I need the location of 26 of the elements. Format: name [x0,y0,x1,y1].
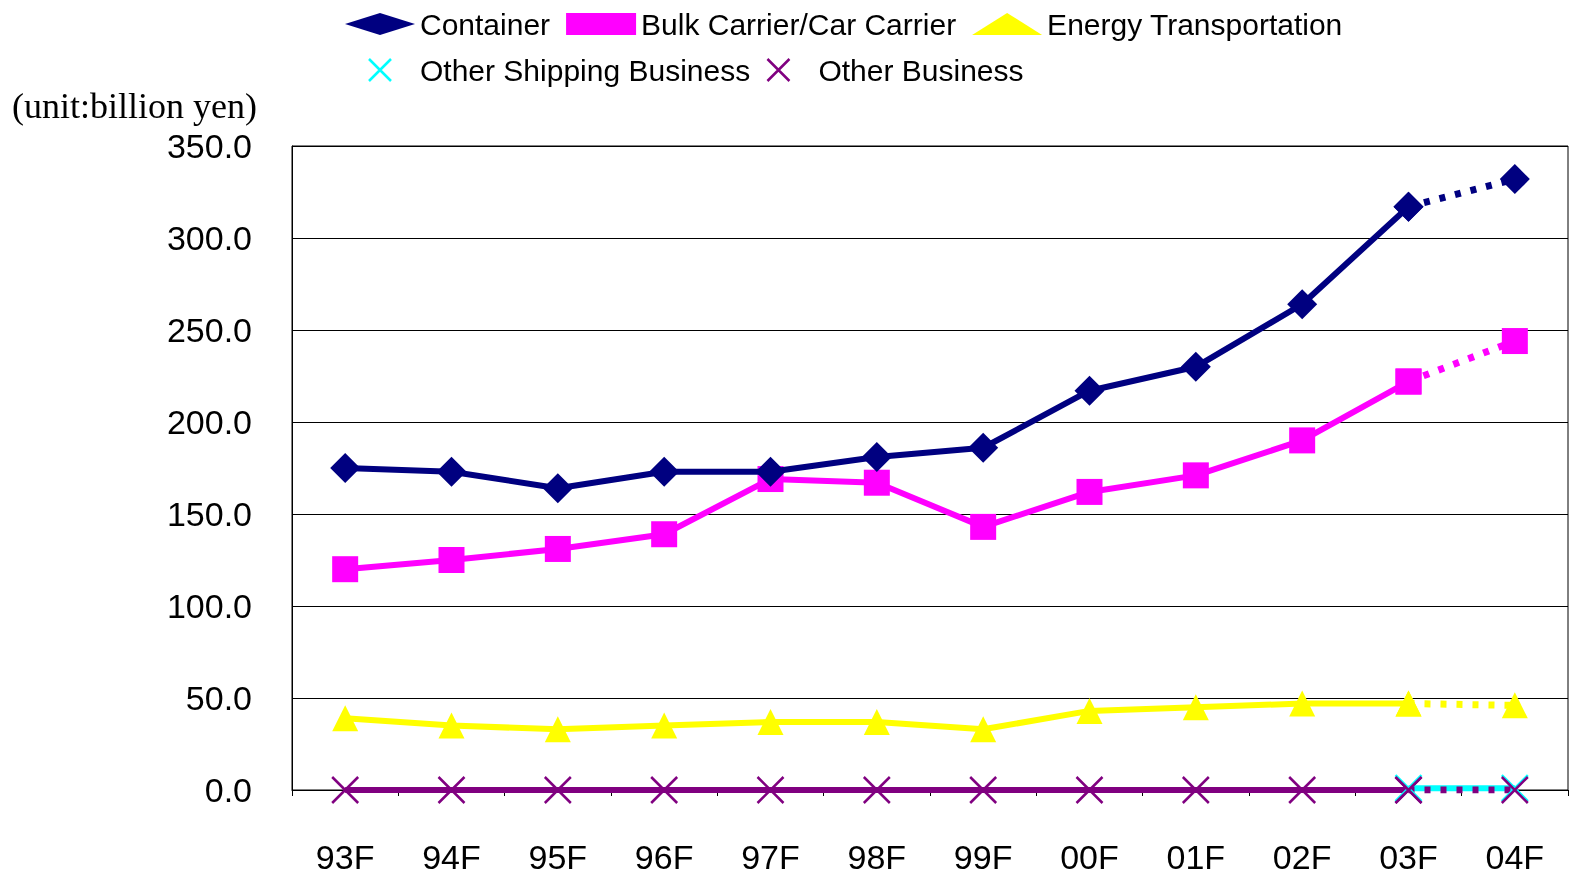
legend-label: Other Shipping Business [420,53,751,87]
legend-label: Container [420,7,551,41]
x-tick-label: 02F [1272,838,1332,876]
x-tick-label: 98F [847,838,907,876]
x-tick-label: 00F [1060,838,1119,876]
y-tick-label: 250.0 [166,311,252,349]
y-axis-title: (unit:billion yen) [12,86,257,126]
y-tick-label: 300.0 [166,219,252,257]
x-tick-label: 96F [634,838,694,876]
x-tick-label: 99F [953,838,1013,876]
x-tick-label: 04F [1485,838,1545,876]
x-tick-label: 95F [528,838,588,876]
y-tick-label: 100.0 [166,587,252,625]
y-tick-label: 200.0 [166,403,252,441]
x-tick-label: 94F [422,838,481,876]
x-tick-label: 97F [741,838,800,876]
legend-label: Bulk Carrier/Car Carrier [641,7,957,41]
x-tick-label: 93F [315,838,375,876]
x-tick-label: 03F [1379,838,1438,876]
y-tick-label: 50.0 [185,679,252,717]
y-tick-label: 150.0 [166,495,252,533]
y-tick-label: 0.0 [204,771,252,809]
x-tick-label: 01F [1166,838,1226,876]
legend-label: Other Business [818,53,1024,87]
y-tick-label: 350.0 [166,127,252,165]
legend-label: Energy Transportation [1047,7,1343,41]
